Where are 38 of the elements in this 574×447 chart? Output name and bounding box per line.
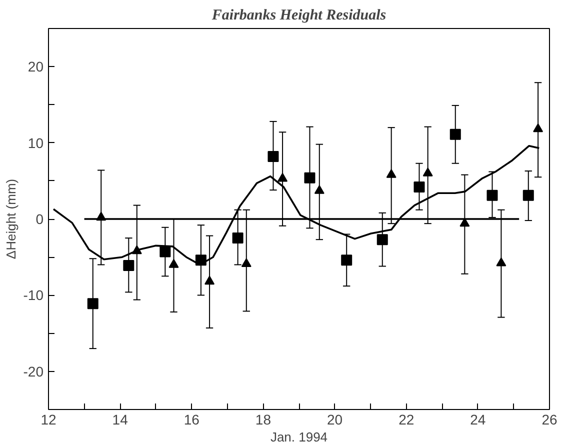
- x-tick-label: 20: [327, 412, 343, 428]
- y-tick-label: -20: [23, 363, 44, 380]
- y-axis-title: ΔHeight (mm): [3, 178, 18, 260]
- x-tick-label: 22: [398, 412, 414, 428]
- point: [533, 123, 544, 132]
- x-tick-label: 12: [40, 412, 56, 428]
- point: [460, 218, 470, 227]
- x-tick-label: 24: [470, 412, 486, 428]
- y-tick-label: 10: [28, 134, 44, 151]
- point: [414, 181, 425, 192]
- point: [168, 259, 179, 268]
- x-tick-label: 16: [184, 412, 200, 428]
- chart-title: Fairbanks Height Residuals: [210, 8, 386, 24]
- y-tick-label: 0: [36, 211, 44, 227]
- point: [486, 190, 498, 201]
- x-tick-label: 26: [542, 412, 558, 428]
- point: [341, 254, 352, 266]
- point: [268, 151, 279, 162]
- y-tick-label: 20: [28, 58, 44, 75]
- y-tick-label: -10: [23, 287, 44, 304]
- point: [422, 168, 433, 176]
- point: [278, 172, 288, 182]
- point: [87, 298, 98, 310]
- point: [314, 185, 324, 194]
- x-tick-label: 18: [255, 412, 272, 428]
- x-tick-label: 14: [112, 412, 128, 428]
- point: [376, 234, 388, 246]
- point: [241, 258, 252, 268]
- point: [304, 172, 316, 184]
- point: [204, 276, 215, 285]
- point: [496, 258, 506, 266]
- point: [232, 232, 244, 244]
- point: [123, 260, 134, 271]
- point: [450, 128, 461, 140]
- point: [522, 190, 534, 201]
- point: [160, 246, 171, 258]
- point: [386, 169, 396, 178]
- x-axis-title: Jan. 1994: [270, 430, 328, 444]
